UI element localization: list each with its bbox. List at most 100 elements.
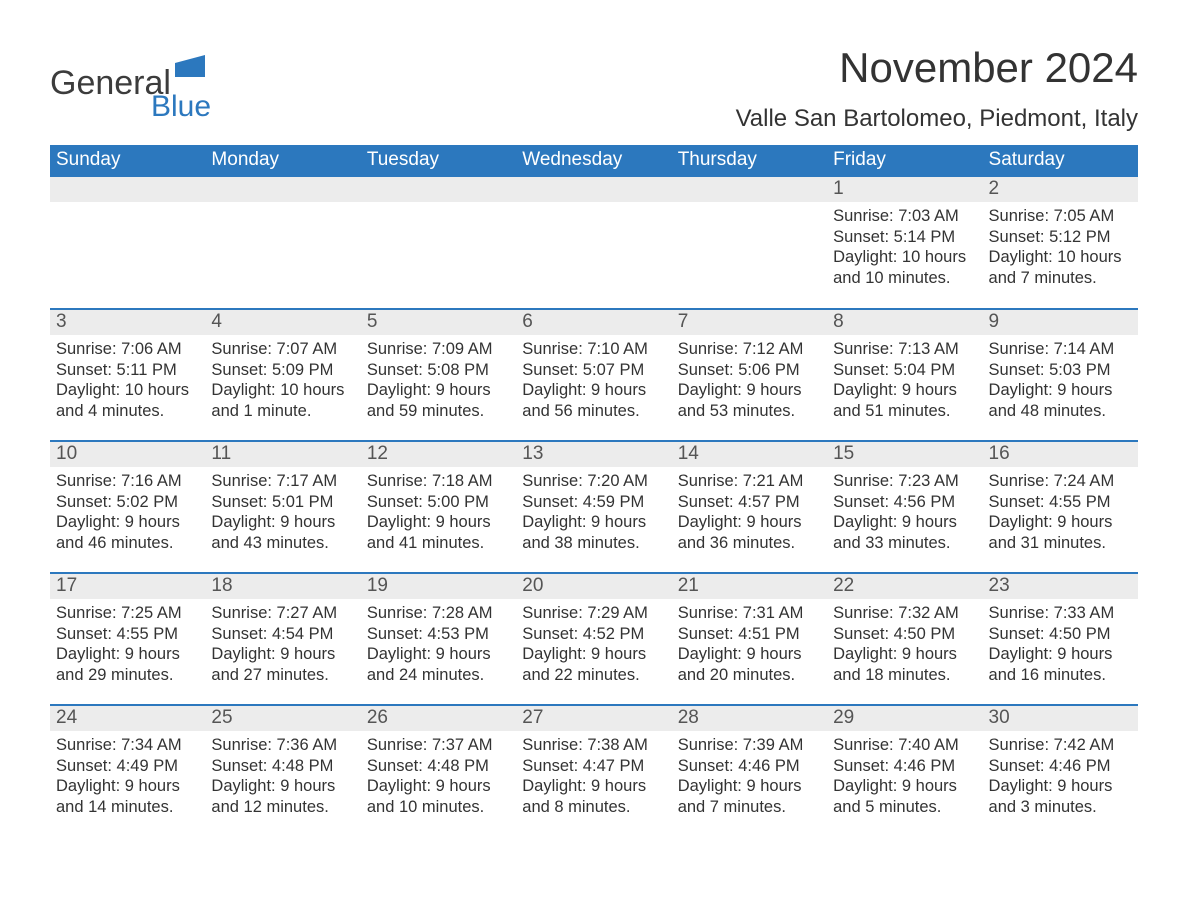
weekday-header: Monday [205, 145, 360, 177]
calendar-day-cell: 21Sunrise: 7:31 AMSunset: 4:51 PMDayligh… [672, 573, 827, 705]
day-details: Sunrise: 7:42 AMSunset: 4:46 PMDaylight:… [983, 731, 1138, 824]
day-sr: Sunrise: 7:31 AM [678, 603, 821, 624]
day-details: Sunrise: 7:27 AMSunset: 4:54 PMDaylight:… [205, 599, 360, 692]
day-sr: Sunrise: 7:09 AM [367, 339, 510, 360]
day-ss: Sunset: 5:11 PM [56, 360, 199, 381]
day-details: Sunrise: 7:12 AMSunset: 5:06 PMDaylight:… [672, 335, 827, 428]
day-dl1: Daylight: 9 hours [678, 644, 821, 665]
day-sr: Sunrise: 7:07 AM [211, 339, 354, 360]
calendar-week-row: 10Sunrise: 7:16 AMSunset: 5:02 PMDayligh… [50, 441, 1138, 573]
day-details: Sunrise: 7:25 AMSunset: 4:55 PMDaylight:… [50, 599, 205, 692]
calendar-day-cell: 27Sunrise: 7:38 AMSunset: 4:47 PMDayligh… [516, 705, 671, 837]
calendar-week-row: 24Sunrise: 7:34 AMSunset: 4:49 PMDayligh… [50, 705, 1138, 837]
calendar-week-row: 17Sunrise: 7:25 AMSunset: 4:55 PMDayligh… [50, 573, 1138, 705]
day-details: Sunrise: 7:39 AMSunset: 4:46 PMDaylight:… [672, 731, 827, 824]
day-sr: Sunrise: 7:10 AM [522, 339, 665, 360]
weekday-header: Wednesday [516, 145, 671, 177]
day-number: 18 [205, 574, 360, 599]
day-sr: Sunrise: 7:18 AM [367, 471, 510, 492]
day-ss: Sunset: 5:01 PM [211, 492, 354, 513]
day-number: 25 [205, 706, 360, 731]
calendar-week-row: 1Sunrise: 7:03 AMSunset: 5:14 PMDaylight… [50, 177, 1138, 309]
day-number: 15 [827, 442, 982, 467]
day-ss: Sunset: 4:48 PM [367, 756, 510, 777]
day-number: 20 [516, 574, 671, 599]
day-dl1: Daylight: 9 hours [833, 512, 976, 533]
day-number: 13 [516, 442, 671, 467]
month-title: November 2024 [736, 45, 1138, 91]
day-dl2: and 56 minutes. [522, 401, 665, 422]
day-sr: Sunrise: 7:32 AM [833, 603, 976, 624]
calendar-day-cell: 5Sunrise: 7:09 AMSunset: 5:08 PMDaylight… [361, 309, 516, 441]
day-ss: Sunset: 5:00 PM [367, 492, 510, 513]
day-sr: Sunrise: 7:39 AM [678, 735, 821, 756]
weekday-header: Sunday [50, 145, 205, 177]
day-number: 27 [516, 706, 671, 731]
day-ss: Sunset: 4:55 PM [56, 624, 199, 645]
calendar-day-cell: 26Sunrise: 7:37 AMSunset: 4:48 PMDayligh… [361, 705, 516, 837]
day-details: Sunrise: 7:14 AMSunset: 5:03 PMDaylight:… [983, 335, 1138, 428]
day-ss: Sunset: 4:50 PM [989, 624, 1132, 645]
day-dl2: and 36 minutes. [678, 533, 821, 554]
day-dl1: Daylight: 9 hours [56, 512, 199, 533]
day-dl2: and 16 minutes. [989, 665, 1132, 686]
calendar-day-cell: 17Sunrise: 7:25 AMSunset: 4:55 PMDayligh… [50, 573, 205, 705]
calendar-day-cell: 4Sunrise: 7:07 AMSunset: 5:09 PMDaylight… [205, 309, 360, 441]
day-dl2: and 7 minutes. [989, 268, 1132, 289]
day-ss: Sunset: 4:49 PM [56, 756, 199, 777]
day-dl2: and 10 minutes. [833, 268, 976, 289]
day-details: Sunrise: 7:18 AMSunset: 5:00 PMDaylight:… [361, 467, 516, 560]
day-dl1: Daylight: 9 hours [522, 380, 665, 401]
calendar-day-cell: 19Sunrise: 7:28 AMSunset: 4:53 PMDayligh… [361, 573, 516, 705]
day-dl1: Daylight: 9 hours [678, 512, 821, 533]
brand-logo: General Blue [50, 55, 269, 100]
day-ss: Sunset: 5:06 PM [678, 360, 821, 381]
day-number: 12 [361, 442, 516, 467]
day-dl2: and 8 minutes. [522, 797, 665, 818]
calendar-week-row: 3Sunrise: 7:06 AMSunset: 5:11 PMDaylight… [50, 309, 1138, 441]
calendar-day-cell: 12Sunrise: 7:18 AMSunset: 5:00 PMDayligh… [361, 441, 516, 573]
day-sr: Sunrise: 7:16 AM [56, 471, 199, 492]
day-dl1: Daylight: 10 hours [211, 380, 354, 401]
day-number: 21 [672, 574, 827, 599]
weekday-header: Friday [827, 145, 982, 177]
day-number: 16 [983, 442, 1138, 467]
calendar-day-cell: 22Sunrise: 7:32 AMSunset: 4:50 PMDayligh… [827, 573, 982, 705]
day-dl2: and 3 minutes. [989, 797, 1132, 818]
day-dl2: and 33 minutes. [833, 533, 976, 554]
day-dl2: and 5 minutes. [833, 797, 976, 818]
day-number: 10 [50, 442, 205, 467]
day-dl1: Daylight: 9 hours [833, 776, 976, 797]
day-sr: Sunrise: 7:05 AM [989, 206, 1132, 227]
day-dl2: and 27 minutes. [211, 665, 354, 686]
day-dl2: and 12 minutes. [211, 797, 354, 818]
day-dl2: and 24 minutes. [367, 665, 510, 686]
day-dl1: Daylight: 9 hours [367, 644, 510, 665]
calendar-day-cell: 11Sunrise: 7:17 AMSunset: 5:01 PMDayligh… [205, 441, 360, 573]
calendar-day-cell: 3Sunrise: 7:06 AMSunset: 5:11 PMDaylight… [50, 309, 205, 441]
calendar-day-cell: 24Sunrise: 7:34 AMSunset: 4:49 PMDayligh… [50, 705, 205, 837]
day-sr: Sunrise: 7:36 AM [211, 735, 354, 756]
day-details: Sunrise: 7:28 AMSunset: 4:53 PMDaylight:… [361, 599, 516, 692]
day-dl1: Daylight: 9 hours [56, 776, 199, 797]
day-dl1: Daylight: 9 hours [678, 776, 821, 797]
calendar-day-cell: 23Sunrise: 7:33 AMSunset: 4:50 PMDayligh… [983, 573, 1138, 705]
day-sr: Sunrise: 7:12 AM [678, 339, 821, 360]
calendar-day-cell: 2Sunrise: 7:05 AMSunset: 5:12 PMDaylight… [983, 177, 1138, 309]
day-ss: Sunset: 4:59 PM [522, 492, 665, 513]
day-dl2: and 20 minutes. [678, 665, 821, 686]
day-dl1: Daylight: 9 hours [989, 512, 1132, 533]
day-dl2: and 53 minutes. [678, 401, 821, 422]
day-sr: Sunrise: 7:20 AM [522, 471, 665, 492]
day-dl1: Daylight: 9 hours [522, 512, 665, 533]
day-number: 22 [827, 574, 982, 599]
day-dl1: Daylight: 9 hours [522, 644, 665, 665]
day-number: 24 [50, 706, 205, 731]
day-number: 26 [361, 706, 516, 731]
calendar-body: 1Sunrise: 7:03 AMSunset: 5:14 PMDaylight… [50, 177, 1138, 837]
weekday-header: Saturday [983, 145, 1138, 177]
day-number: 7 [672, 310, 827, 335]
day-sr: Sunrise: 7:28 AM [367, 603, 510, 624]
day-details: Sunrise: 7:16 AMSunset: 5:02 PMDaylight:… [50, 467, 205, 560]
calendar-day-cell: 10Sunrise: 7:16 AMSunset: 5:02 PMDayligh… [50, 441, 205, 573]
